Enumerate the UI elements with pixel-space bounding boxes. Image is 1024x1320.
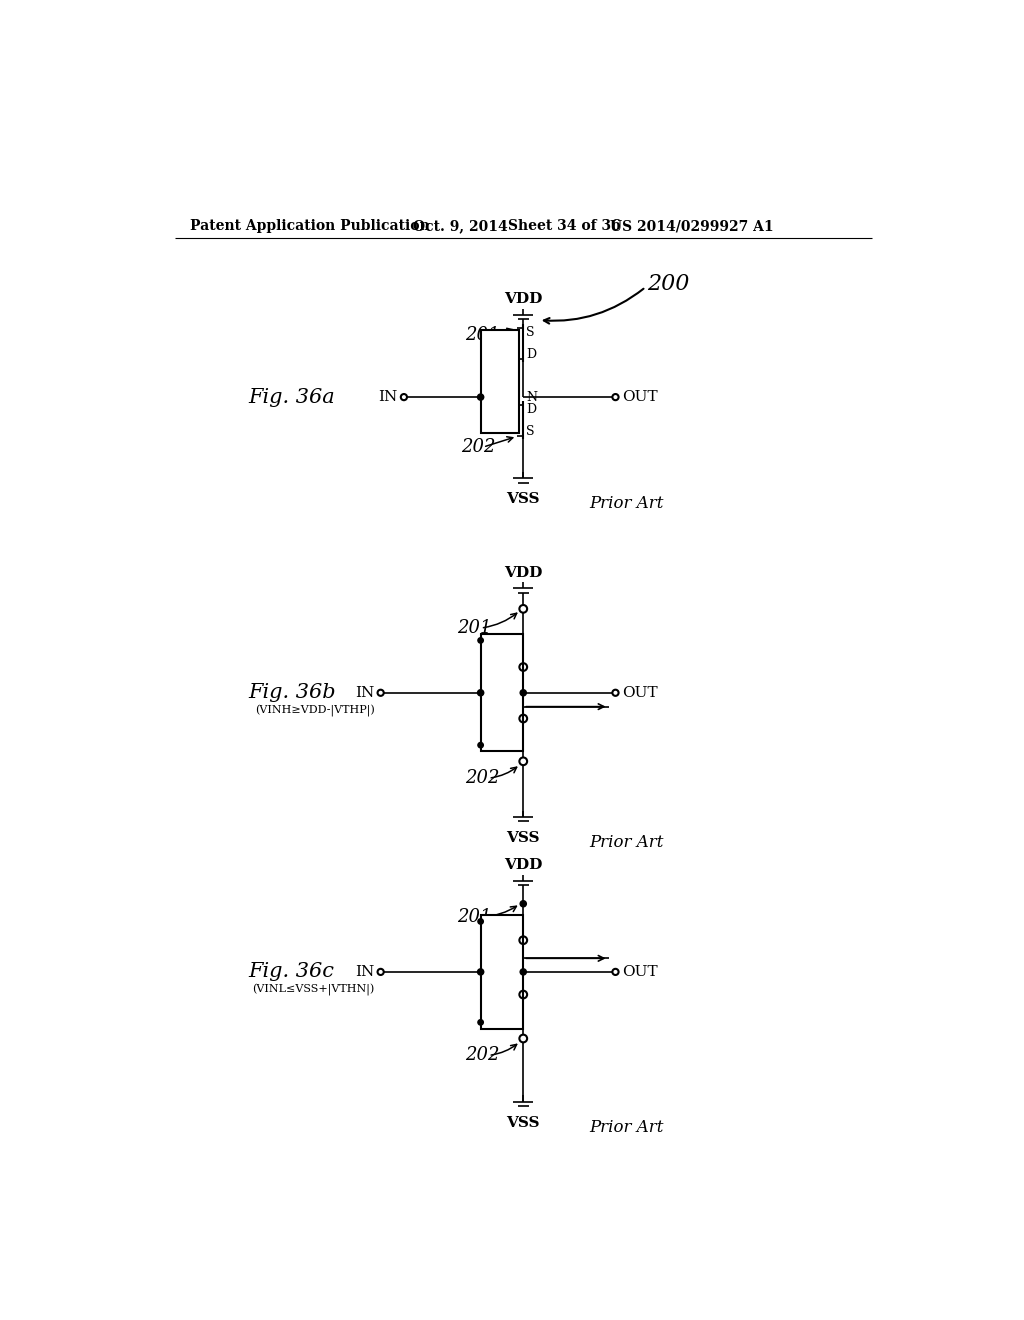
Text: G: G (492, 413, 502, 426)
Text: US 2014/0299927 A1: US 2014/0299927 A1 (610, 219, 774, 234)
Text: 201: 201 (458, 908, 492, 925)
Text: Prior Art: Prior Art (589, 1118, 664, 1135)
Circle shape (520, 900, 526, 907)
Text: VDD: VDD (504, 292, 543, 306)
Text: OUT: OUT (622, 965, 657, 979)
Text: Prior Art: Prior Art (589, 834, 664, 850)
Text: N: N (526, 391, 538, 404)
Circle shape (478, 919, 483, 924)
Circle shape (477, 969, 483, 975)
Text: VDD: VDD (504, 565, 543, 579)
Circle shape (478, 638, 483, 643)
Text: IN: IN (355, 965, 375, 979)
Text: S: S (526, 326, 535, 339)
Bar (480, 330, 519, 433)
Text: 202: 202 (461, 438, 496, 457)
Text: Oct. 9, 2014: Oct. 9, 2014 (414, 219, 508, 234)
Text: OUT: OUT (622, 686, 657, 700)
Bar (480, 915, 523, 1028)
Circle shape (477, 393, 483, 400)
Text: 202: 202 (465, 770, 500, 787)
Text: VDD: VDD (504, 858, 543, 873)
Text: Fig. 36c: Fig. 36c (248, 962, 334, 981)
Text: VSS: VSS (507, 1115, 540, 1130)
Text: 202: 202 (465, 1047, 500, 1064)
Circle shape (477, 689, 483, 696)
Text: D: D (526, 404, 537, 416)
Text: VSS: VSS (507, 492, 540, 506)
Circle shape (478, 742, 483, 748)
Circle shape (520, 689, 526, 696)
Text: Sheet 34 of 36: Sheet 34 of 36 (508, 219, 621, 234)
Text: OUT: OUT (622, 391, 657, 404)
Circle shape (520, 969, 526, 975)
Text: 201: 201 (465, 326, 500, 345)
Text: Fig. 36a: Fig. 36a (248, 388, 335, 407)
Text: D: D (526, 348, 537, 360)
Text: IN: IN (379, 391, 397, 404)
Circle shape (478, 1019, 483, 1026)
Text: Fig. 36b: Fig. 36b (248, 684, 336, 702)
Text: (VINH≥VDD-|VTHP|): (VINH≥VDD-|VTHP|) (255, 705, 375, 717)
Text: Patent Application Publication: Patent Application Publication (190, 219, 430, 234)
Text: G: G (492, 337, 502, 350)
Text: 200: 200 (647, 273, 689, 294)
Bar (480, 635, 523, 751)
Text: S: S (526, 425, 535, 438)
Text: IN: IN (355, 686, 375, 700)
Text: VSS: VSS (507, 830, 540, 845)
Text: Prior Art: Prior Art (589, 495, 664, 512)
Text: 201: 201 (458, 619, 492, 638)
Text: (VINL≤VSS+|VTHN|): (VINL≤VSS+|VTHN|) (252, 985, 375, 997)
